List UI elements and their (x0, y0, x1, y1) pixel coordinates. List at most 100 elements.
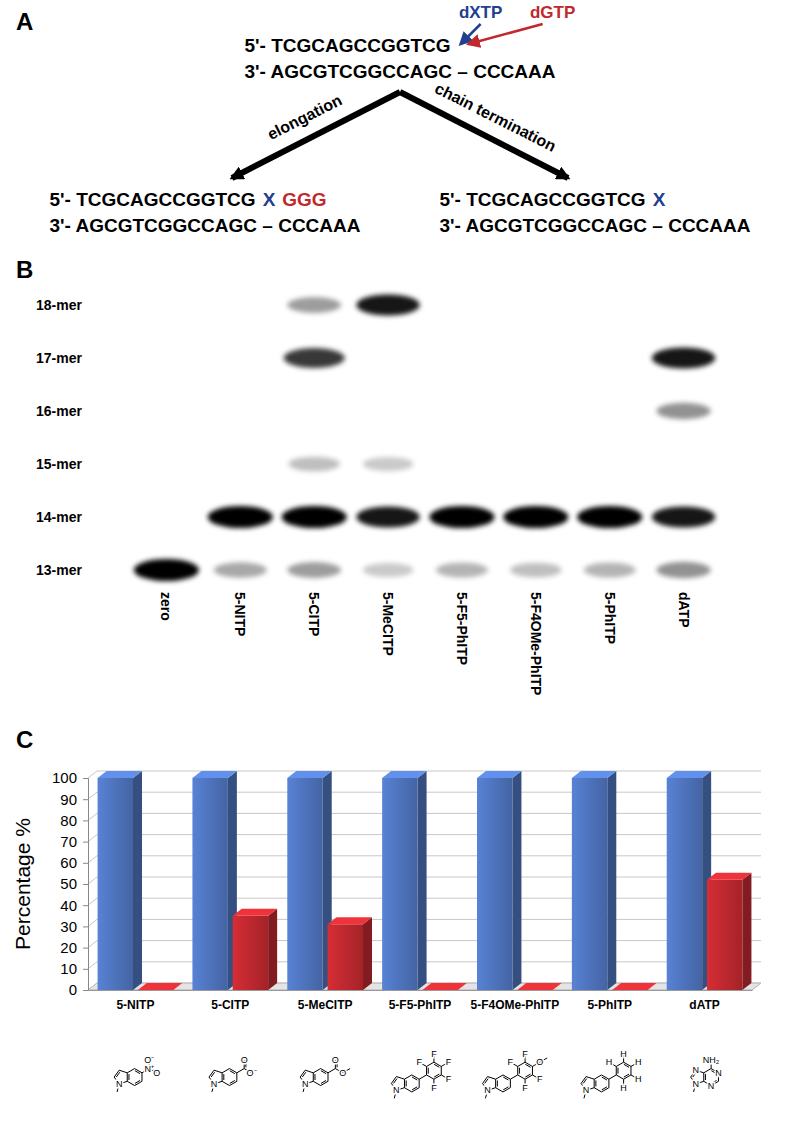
bond (586, 1077, 594, 1080)
bond (211, 1072, 214, 1077)
y-tick-label: 100 (52, 769, 77, 786)
bond (222, 1081, 229, 1085)
x-tick: 5-F4OMe-PhITP (471, 990, 560, 1012)
atom-label: H (620, 1083, 627, 1093)
bond (602, 1075, 609, 1079)
gel-band (356, 506, 420, 527)
bond (209, 1070, 214, 1077)
bond (404, 1075, 411, 1079)
bond (412, 1077, 417, 1080)
y-tick-mark (83, 884, 88, 885)
x-tick-label: 5-MeCITP (298, 998, 353, 1012)
bar (382, 778, 417, 990)
bond (328, 1069, 335, 1073)
gel-band (288, 457, 339, 472)
panel-c: C0102030405060708090100Percentage %5-NIT… (11, 726, 761, 1098)
bond (114, 1070, 119, 1077)
y-tick: 40 (60, 897, 88, 914)
bond (314, 1074, 315, 1080)
panel-label: C (16, 726, 33, 753)
bond (525, 1074, 530, 1077)
atom-label: O (153, 1068, 160, 1078)
bond (510, 1079, 511, 1088)
bond (616, 1066, 617, 1075)
bar (233, 916, 268, 990)
y-tick: 70 (60, 833, 88, 850)
atom-label: N (211, 1079, 218, 1089)
x-axis: 5-NITP5-CITP5-MeCITP5-F5-PhITP5-F4OMe-Ph… (89, 990, 753, 1012)
bar-top (667, 771, 711, 778)
lane-label: zero (158, 592, 174, 621)
y-tick-label: 60 (60, 854, 77, 871)
structure: NFFFFF (391, 1049, 451, 1099)
gel-band (287, 562, 341, 578)
bond (404, 1088, 411, 1092)
bond (485, 1079, 488, 1084)
structure: NHHHHH (581, 1049, 641, 1099)
structure: NFFOFF (483, 1049, 548, 1099)
gel-band (510, 563, 561, 578)
gel-band (134, 559, 199, 581)
bar-side (418, 771, 427, 990)
gel-band (577, 506, 642, 528)
y-tick: 50 (60, 875, 88, 892)
bond (427, 1062, 434, 1066)
bond (321, 1081, 328, 1085)
bond (496, 1075, 503, 1079)
product-template: 3'- AGCGTCGGCCAGC – CCCAAA (50, 215, 361, 236)
atom-label: N (302, 1079, 309, 1089)
x-tick: 5-PhITP (587, 990, 632, 1012)
x-axis-line (89, 990, 753, 991)
bar (192, 778, 227, 990)
sequence-part: X (263, 189, 276, 210)
lane-label: 5-MeCITP (380, 592, 396, 656)
gel-band (656, 403, 711, 419)
panel-a: A3'- AGCGTCGGCCAGC – CCCAAA5'- TCGCAGCCG… (16, 3, 751, 236)
branch-arrow (232, 92, 400, 178)
bond (616, 1075, 623, 1079)
bond (321, 1069, 328, 1073)
bond (488, 1077, 496, 1080)
bond (434, 1062, 441, 1066)
bar-top (422, 983, 466, 990)
bond (510, 1075, 517, 1079)
primer-strand: 5'- TCGCAGCCGGTCG (245, 35, 451, 56)
bar-side (742, 873, 751, 990)
bond (518, 1075, 525, 1079)
atom-label: N (708, 1081, 715, 1091)
y-tick-mark (83, 799, 88, 800)
lane-label: 5-F4OMe-PhITP (528, 592, 544, 695)
gel-band (214, 562, 267, 577)
x-tick: dATP (689, 990, 719, 1012)
atom-label: F (431, 1049, 437, 1059)
x-tick: 5-MeCITP (298, 990, 353, 1012)
bond (525, 1062, 532, 1066)
bond (412, 1088, 419, 1092)
bond (602, 1087, 607, 1090)
bar (572, 778, 607, 990)
atom-label: N (393, 1085, 400, 1095)
bar-top (612, 983, 656, 990)
gel-band (363, 457, 414, 471)
bond (135, 1071, 140, 1074)
bond (127, 1069, 134, 1073)
bond (594, 1079, 595, 1088)
bond (532, 1066, 533, 1075)
gel-band (584, 563, 636, 578)
bond (595, 1080, 596, 1086)
atom-label: H (635, 1057, 642, 1067)
bond (236, 1073, 237, 1082)
bond (594, 1088, 601, 1092)
bond (229, 1069, 236, 1073)
structures: NN⁺O⁻ONOO⁻NOONFFFFFNFFOFFNHHHHHNH₂NNNN (114, 1049, 722, 1099)
bond (483, 1077, 488, 1084)
gel-bands (134, 294, 716, 581)
lane-label: 5-F5-PhITP (454, 592, 470, 665)
mer-label: 15-mer (36, 456, 82, 472)
y-tick-label: 50 (60, 875, 77, 892)
bond (135, 1081, 142, 1085)
y-tick: 60 (60, 854, 88, 871)
y-axis: 0102030405060708090100 (52, 769, 89, 998)
bar-side (133, 771, 142, 990)
x-tick: 5-CITP (211, 990, 249, 1012)
